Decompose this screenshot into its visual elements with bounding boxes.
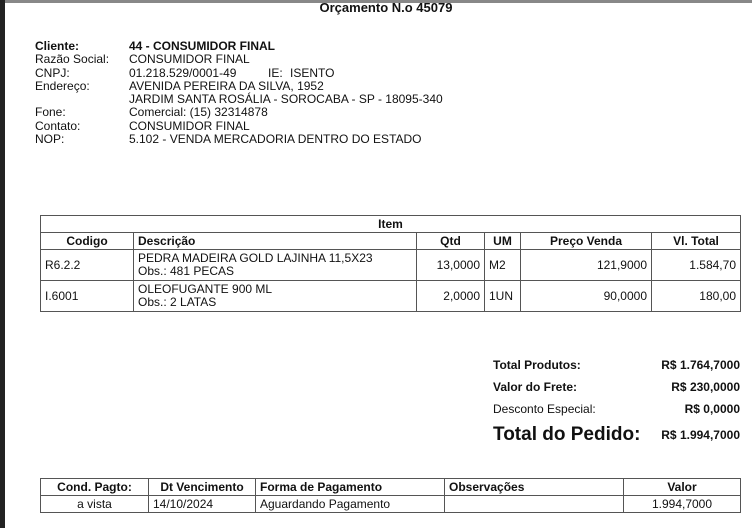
contato-value: CONSUMIDOR FINAL	[129, 118, 250, 133]
col-um: UM	[484, 232, 521, 250]
produtos-value: R$ 1.764,7000	[661, 358, 740, 372]
qtd: 13,0000	[416, 249, 485, 281]
col-cond: Cond. Pagto:	[40, 478, 149, 496]
um: M2	[484, 249, 521, 281]
ie-value: ISENTO	[290, 65, 335, 80]
cond: a vista	[40, 495, 149, 513]
nop-value: 5.102 - VENDA MERCADORIA DENTRO DO ESTAD…	[129, 132, 422, 147]
pedido-value: R$ 1.994,7000	[661, 428, 740, 442]
valor: 1.994,7000	[623, 495, 741, 513]
produtos-label: Total Produtos:	[493, 358, 581, 372]
table-row: a vista 14/10/2024 Aguardando Pagamento …	[40, 495, 741, 513]
table-row: I.6001 OLEOFUGANTE 900 ML Obs.: 2 LATAS 2…	[40, 280, 741, 312]
um: 1UN	[484, 280, 521, 312]
table-row: R6.2.2 PEDRA MADEIRA GOLD LAJINHA 11,5X2…	[40, 249, 741, 281]
totals: Total Produtos: R$ 1.764,7000 Valor do Fr…	[493, 354, 740, 450]
col-venc: Dt Vencimento	[148, 478, 256, 496]
cliente-label: Cliente:	[35, 39, 80, 53]
col-valor: Valor	[623, 478, 741, 496]
pedido-label: Total do Pedido:	[493, 424, 641, 445]
fone-value: Comercial: (15) 32314878	[129, 105, 268, 120]
window-edge	[0, 0, 5, 528]
obs	[444, 495, 624, 513]
frete-value: R$ 230,0000	[671, 380, 740, 394]
codigo: I.6001	[40, 280, 134, 312]
descricao: PEDRA MADEIRA GOLD LAJINHA 11,5X23	[138, 251, 373, 265]
cliente-value: 44 - CONSUMIDOR FINAL	[129, 39, 276, 53]
preco: 121,9000	[520, 249, 652, 281]
qtd: 2,0000	[416, 280, 485, 312]
total: 1.584,70	[651, 249, 741, 281]
col-qtd: Qtd	[416, 232, 485, 250]
razao-value: CONSUMIDOR FINAL	[129, 52, 250, 67]
col-preco: Preço Venda	[520, 232, 652, 250]
endereco-line2: JARDIM SANTA ROSÁLIA - SOROCABA - SP - 1…	[129, 92, 443, 107]
cnpj-label: CNPJ:	[35, 65, 70, 80]
endereco-label: Endereço:	[35, 78, 90, 93]
col-codigo: Codigo	[40, 232, 134, 250]
codigo: R6.2.2	[40, 249, 134, 281]
ie-label: IE:	[268, 65, 283, 80]
obs: Obs.: 2 LATAS	[138, 295, 217, 309]
col-total: Vl. Total	[651, 232, 741, 250]
desconto-label: Desconto Especial:	[493, 402, 596, 416]
nop-label: NOP:	[35, 132, 65, 147]
desconto-value: R$ 0,0000	[684, 402, 740, 416]
col-descricao: Descrição	[133, 232, 417, 250]
forma: Aguardando Pagamento	[255, 495, 445, 513]
col-forma: Forma de Pagamento	[255, 478, 445, 496]
frete-label: Valor do Frete:	[493, 380, 578, 394]
obs: Obs.: 481 PECAS	[138, 264, 235, 278]
contato-label: Contato:	[35, 118, 81, 133]
items-caption: Item	[40, 215, 741, 233]
document-title: Orçamento N.o 45079	[319, 0, 453, 15]
descricao: OLEOFUGANTE 900 ML	[138, 282, 273, 296]
items-table: Item Codigo Descrição Qtd UM Preço Venda…	[40, 215, 741, 312]
venc: 14/10/2024	[148, 495, 256, 513]
total: 180,00	[651, 280, 741, 312]
client-info: Cliente: 44 - CONSUMIDOR FINAL Razão Soci…	[35, 39, 443, 147]
col-obs: Observações	[444, 478, 624, 496]
payment-table: Cond. Pagto: Dt Vencimento Forma de Paga…	[40, 478, 741, 513]
preco: 90,0000	[520, 280, 652, 312]
endereco-line1: AVENIDA PEREIRA DA SILVA, 1952	[129, 78, 324, 93]
razao-label: Razão Social:	[35, 52, 110, 67]
fone-label: Fone:	[35, 105, 66, 120]
top-bar	[5, 0, 752, 3]
cnpj-value: 01.218.529/0001-49	[129, 65, 237, 80]
